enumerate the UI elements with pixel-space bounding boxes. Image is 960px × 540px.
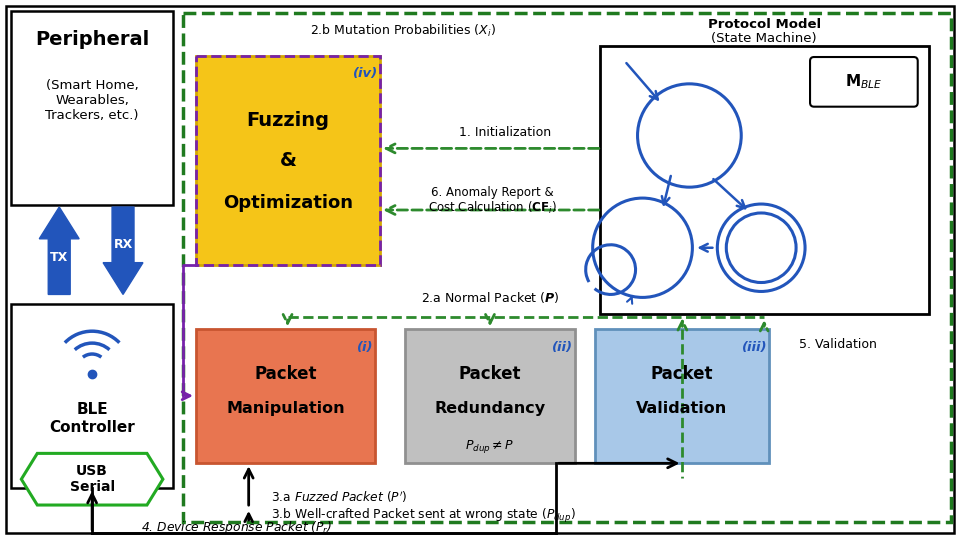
- Text: 5. Validation: 5. Validation: [799, 338, 876, 350]
- Bar: [196, 56, 380, 265]
- Text: Redundancy: Redundancy: [435, 401, 545, 416]
- Bar: [196, 56, 380, 265]
- Text: Cost Calculation ($\mathbf{CF}_i$): Cost Calculation ($\mathbf{CF}_i$): [427, 200, 557, 216]
- Polygon shape: [21, 454, 163, 505]
- Text: Packet: Packet: [459, 365, 521, 383]
- Text: $\mathbf{M}_{BLE}$: $\mathbf{M}_{BLE}$: [845, 72, 882, 91]
- Text: Protocol Model: Protocol Model: [708, 18, 821, 31]
- Text: Optimization: Optimization: [223, 194, 353, 212]
- Text: TX: TX: [50, 251, 68, 264]
- Text: RX: RX: [113, 238, 132, 251]
- Text: 3.b Well-crafted Packet sent at wrong state ($\boldsymbol{P_{dup}}$): 3.b Well-crafted Packet sent at wrong st…: [271, 507, 575, 525]
- Text: 2.b Mutation Probabilities ($X_i$): 2.b Mutation Probabilities ($X_i$): [310, 23, 496, 39]
- FancyArrow shape: [103, 207, 143, 294]
- FancyArrow shape: [39, 207, 79, 294]
- Text: Packet: Packet: [651, 365, 713, 383]
- Text: &: &: [279, 151, 297, 170]
- Bar: [182, 14, 950, 522]
- Text: Fuzzing: Fuzzing: [247, 111, 329, 130]
- Bar: [405, 329, 575, 463]
- Text: Validation: Validation: [636, 401, 728, 416]
- Text: BLE
Controller: BLE Controller: [49, 402, 135, 435]
- Text: 1. Initialization: 1. Initialization: [459, 126, 551, 139]
- Text: (State Machine): (State Machine): [711, 32, 817, 45]
- Bar: [600, 46, 928, 314]
- Text: 2.a Normal Packet ($\boldsymbol{P}$): 2.a Normal Packet ($\boldsymbol{P}$): [420, 290, 560, 305]
- Text: $P_{dup} \neq P$: $P_{dup} \neq P$: [466, 438, 515, 455]
- Text: Peripheral: Peripheral: [35, 30, 149, 49]
- Text: (Smart Home,
Wearables,
Trackers, etc.): (Smart Home, Wearables, Trackers, etc.): [45, 79, 139, 122]
- Text: Packet: Packet: [254, 365, 317, 383]
- Bar: [594, 329, 769, 463]
- Text: (iv): (iv): [353, 68, 378, 80]
- Text: (iii): (iii): [742, 341, 767, 354]
- Text: 4. $\mathit{Device\ Response\ Packet}$ ($\boldsymbol{P_r}$): 4. $\mathit{Device\ Response\ Packet}$ (…: [141, 519, 332, 536]
- Bar: [196, 329, 375, 463]
- Text: (ii): (ii): [552, 341, 573, 354]
- Text: Manipulation: Manipulation: [227, 401, 345, 416]
- Bar: [12, 305, 173, 488]
- Text: (i): (i): [357, 341, 373, 354]
- Text: 6. Anomaly Report &: 6. Anomaly Report &: [431, 186, 553, 199]
- Text: USB
Serial: USB Serial: [69, 464, 114, 494]
- Bar: [12, 11, 173, 205]
- Text: 3.a $\mathit{Fuzzed\ Packet}$ ($\boldsymbol{P'}$): 3.a $\mathit{Fuzzed\ Packet}$ ($\boldsym…: [271, 489, 407, 505]
- FancyBboxPatch shape: [810, 57, 918, 107]
